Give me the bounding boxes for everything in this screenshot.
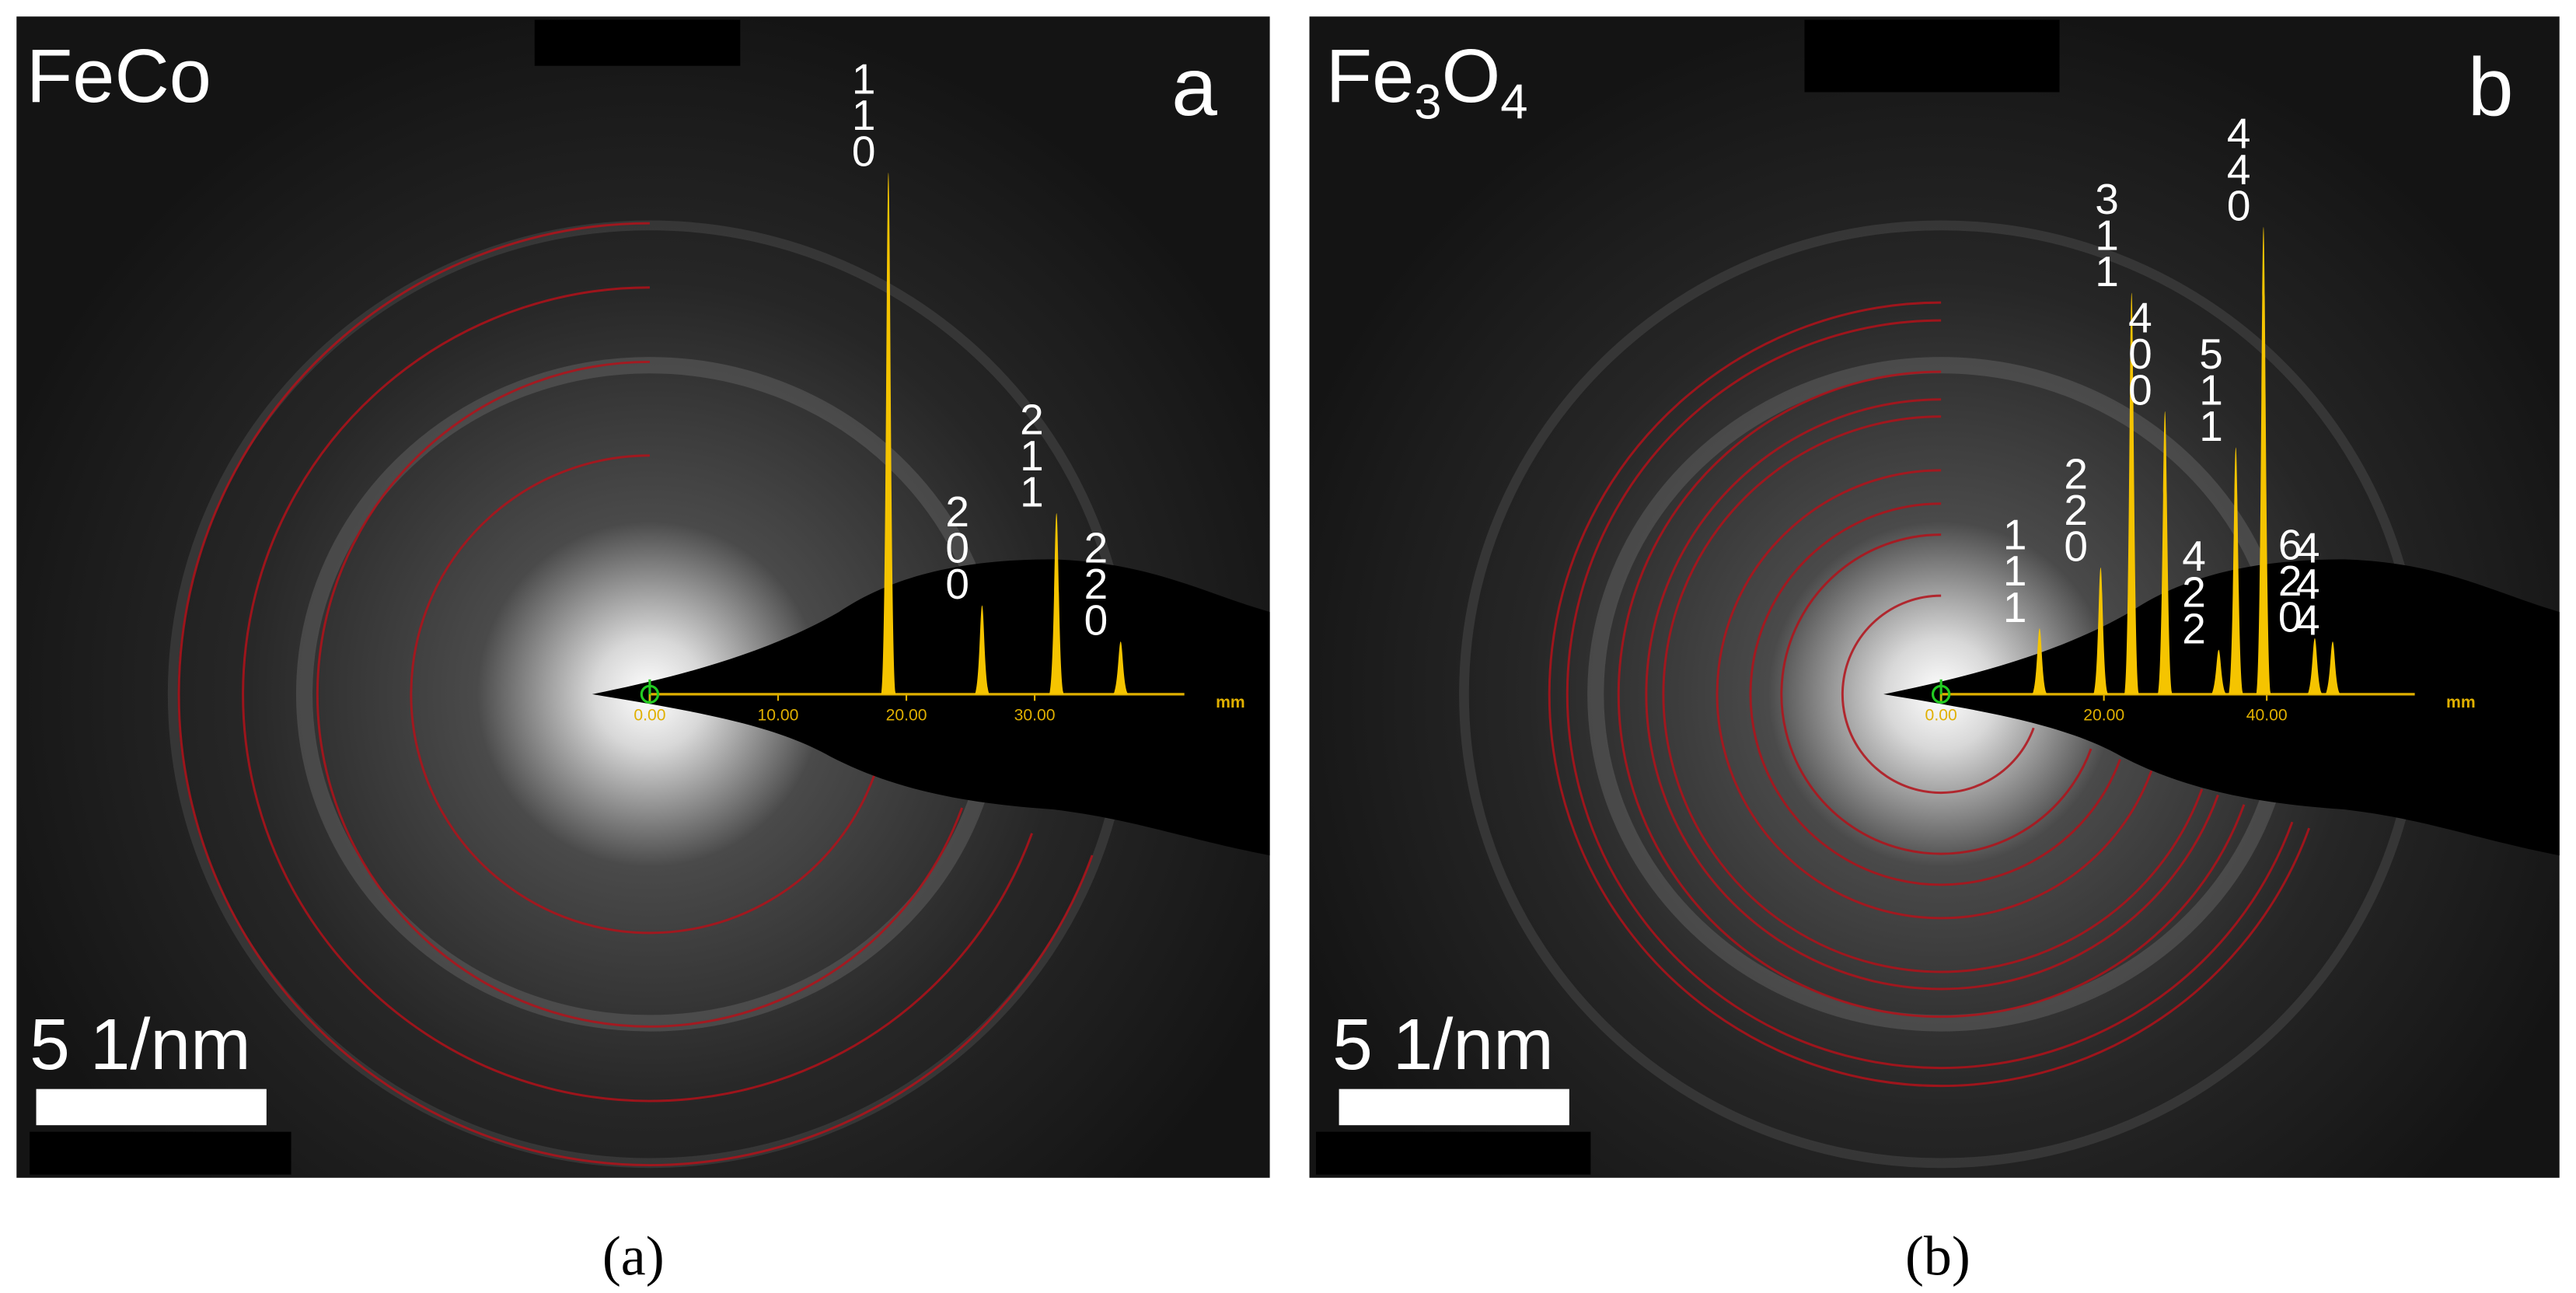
indexed-ring <box>1548 301 2311 1088</box>
panel: 5 1/nm FeCo a 0.00 10.00 20.00 30.00 mm 1 1 0 2 0… <box>16 16 1270 1178</box>
redaction <box>1804 19 2060 93</box>
profile-peak <box>1049 513 1064 694</box>
beam-stopper <box>592 559 1270 856</box>
indexed-ring <box>1841 594 2035 794</box>
indexed-ring <box>1565 319 2294 1070</box>
axis-unit: mm <box>2446 694 2476 711</box>
profile-peak <box>881 173 896 694</box>
tick-label: 40.00 <box>2246 707 2288 725</box>
scale-bar-label: 5 1/nm <box>1332 1004 1554 1085</box>
redaction <box>30 1131 291 1175</box>
tick-label: 0.00 <box>634 707 665 725</box>
sample-label: FeCo <box>26 33 211 118</box>
tick-label: 20.00 <box>886 707 927 725</box>
indexed-ring <box>1617 370 2246 1019</box>
profile-peak <box>2307 638 2323 694</box>
profile-peak <box>2228 447 2243 694</box>
profile-peak <box>1113 641 1129 694</box>
redaction <box>1315 1131 1591 1175</box>
indexed-ring <box>1749 502 2121 886</box>
axis-unit: mm <box>1216 694 1245 711</box>
indexed-ring <box>177 222 1094 1166</box>
caption: (b) <box>1905 1225 1970 1288</box>
scale-bar <box>36 1089 267 1126</box>
sample-label: Fe3O4 <box>1326 33 1528 129</box>
profile-peak <box>2124 292 2139 694</box>
redaction <box>534 19 741 66</box>
profile-peak <box>2093 567 2108 694</box>
indexed-ring <box>1645 398 2219 991</box>
profile-peak <box>2256 226 2271 694</box>
panel-letter: b <box>2468 41 2514 133</box>
panel-letter: a <box>1171 41 1217 133</box>
indexed-ring <box>316 360 964 1028</box>
profile-peak <box>2211 649 2226 694</box>
profile-peak <box>974 605 990 694</box>
profile-peak <box>2157 411 2173 694</box>
caption: (a) <box>602 1225 665 1288</box>
tick-label: 10.00 <box>758 707 799 725</box>
tick-label: 20.00 <box>2083 707 2124 725</box>
indexed-ring <box>1662 415 2204 973</box>
panel: 5 1/nm Fe3O4 b 0.00 20.00 40.00 mm 1 1 1 2 2 0 3 1 1… <box>1309 16 2560 1178</box>
indexed-ring <box>1716 469 2153 920</box>
indexed-ring <box>1780 533 2093 855</box>
indexed-ring <box>242 286 1033 1103</box>
profile-peak <box>2325 641 2340 694</box>
scale-bar-label: 5 1/nm <box>30 1004 251 1085</box>
tick-label: 0.00 <box>1925 707 1957 725</box>
profile-peak <box>2032 628 2047 694</box>
tick-label: 30.00 <box>1014 707 1056 725</box>
indexed-ring <box>410 454 875 935</box>
beam-stopper <box>1883 559 2560 856</box>
scale-bar <box>1339 1089 1569 1126</box>
